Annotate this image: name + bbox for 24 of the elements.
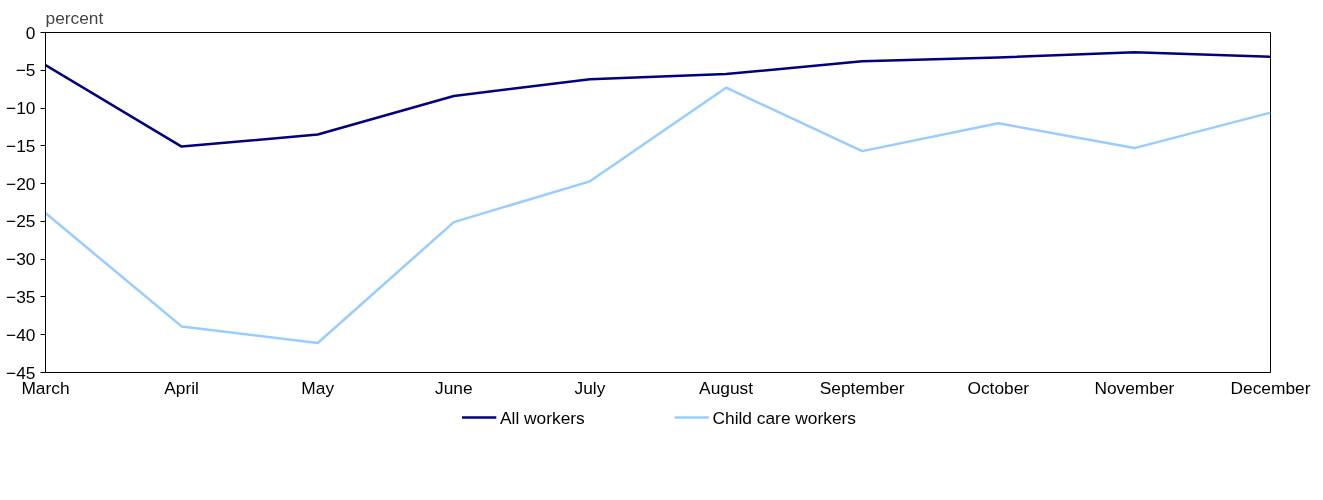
x-tick-label: October bbox=[967, 377, 1030, 398]
x-tick-label: September bbox=[819, 377, 905, 398]
y-tick-label: 0 bbox=[25, 22, 36, 43]
x-tick-label: June bbox=[435, 377, 473, 398]
x-tick-label: November bbox=[1094, 377, 1175, 398]
y-tick-label: −35 bbox=[6, 286, 36, 307]
y-axis-title: percent bbox=[45, 7, 104, 28]
y-tick-label: −20 bbox=[6, 173, 36, 194]
x-tick-label: April bbox=[164, 377, 199, 398]
x-tick-label: July bbox=[574, 377, 606, 398]
x-tick-label: December bbox=[1230, 377, 1311, 398]
legend-label: All workers bbox=[499, 407, 586, 428]
line-series bbox=[45, 86, 1271, 345]
x-tick-label: August bbox=[699, 377, 754, 398]
legend-label: Child care workers bbox=[712, 407, 857, 428]
y-tick-label: −10 bbox=[6, 98, 36, 119]
y-tick-label: −25 bbox=[6, 211, 36, 232]
x-tick-label: May bbox=[301, 377, 335, 398]
line-series bbox=[45, 50, 1271, 148]
y-tick-label: −45 bbox=[6, 362, 36, 383]
y-tick-label: −40 bbox=[6, 324, 36, 345]
y-tick-label: −30 bbox=[6, 249, 36, 270]
y-tick-label: −5 bbox=[15, 60, 36, 81]
y-tick-label: −15 bbox=[6, 135, 36, 156]
